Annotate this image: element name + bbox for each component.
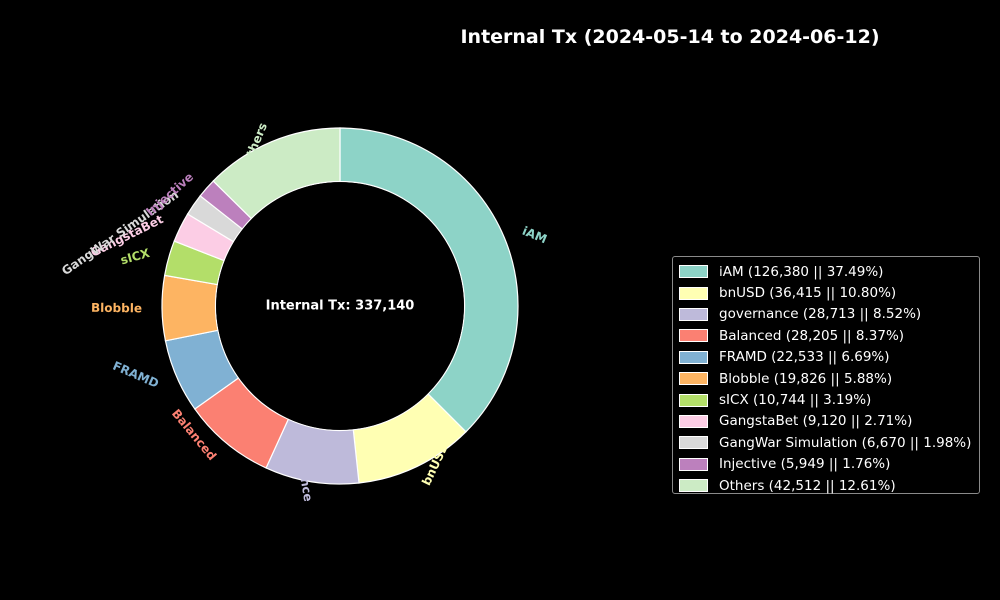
legend-item: iAM (126,380 || 37.49%) (679, 261, 979, 282)
legend-item: FRAMD (22,533 || 6.69%) (679, 347, 979, 368)
legend-swatch (679, 436, 708, 450)
slice-others (212, 127, 341, 220)
legend-item: governance (28,713 || 8.52%) (679, 304, 979, 325)
legend-item: Others (42,512 || 12.61%) (679, 475, 979, 496)
legend-item: Blobble (19,826 || 5.88%) (679, 368, 979, 389)
legend-swatch (679, 329, 708, 343)
legend-item: sICX (10,744 || 3.19%) (679, 389, 979, 410)
legend: iAM (126,380 || 37.49%) bnUSD (36,415 || … (672, 256, 980, 494)
donut-chart: iAMbnUSDgovernanceBalancedFRAMDBlobblesI… (59, 121, 549, 503)
legend-label: Balanced (28,205 || 8.37%) (719, 327, 905, 344)
legend-item: GangstaBet (9,120 || 2.71%) (679, 411, 979, 432)
legend-item: Injective (5,949 || 1.76%) (679, 454, 979, 475)
slice-iam (339, 127, 519, 433)
legend-swatch (679, 372, 708, 386)
legend-label: iAM (126,380 || 37.49%) (719, 263, 884, 280)
legend-swatch (679, 393, 708, 407)
legend-swatch (679, 286, 708, 300)
slice-label-iam: iAM (520, 224, 549, 247)
legend-label: GangstaBet (9,120 || 2.71%) (719, 413, 913, 430)
legend-item: bnUSD (36,415 || 10.80%) (679, 282, 979, 303)
legend-label: GangWar Simulation (6,670 || 1.98%) (719, 434, 972, 451)
legend-swatch (679, 307, 708, 321)
slice-label-blobble: Blobble (91, 301, 142, 316)
legend-item: GangWar Simulation (6,670 || 1.98%) (679, 432, 979, 453)
legend-swatch (679, 350, 708, 364)
legend-swatch (679, 414, 708, 428)
legend-label: governance (28,713 || 8.52%) (719, 306, 922, 323)
legend-label: bnUSD (36,415 || 10.80%) (719, 285, 897, 302)
legend-label: FRAMD (22,533 || 6.69%) (719, 349, 890, 366)
legend-swatch (679, 265, 708, 279)
slice-label-injective: Injective (143, 170, 196, 219)
center-label: Internal Tx: 337,140 (266, 299, 415, 314)
legend-label: Blobble (19,826 || 5.88%) (719, 370, 893, 387)
donut-hole (216, 182, 464, 430)
legend-label: Injective (5,949 || 1.76%) (719, 456, 891, 473)
legend-item: Balanced (28,205 || 8.37%) (679, 325, 979, 346)
legend-label: sICX (10,744 || 3.19%) (719, 392, 872, 409)
slice-label-framd: FRAMD (111, 359, 161, 391)
slice-blobble (161, 274, 219, 342)
legend-swatch (679, 457, 708, 471)
slice-label-sicx: sICX (119, 246, 152, 268)
legend-label: Others (42,512 || 12.61%) (719, 477, 896, 494)
legend-swatch (679, 479, 708, 493)
chart-title: Internal Tx (2024-05-14 to 2024-06-12) (460, 26, 880, 48)
